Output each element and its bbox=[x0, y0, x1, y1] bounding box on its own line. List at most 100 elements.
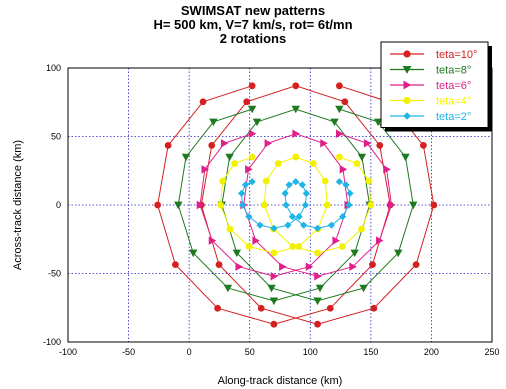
legend: teta=10° teta=8° teta=6° teta=4° teta=2° bbox=[380, 41, 492, 132]
data-point bbox=[243, 98, 251, 106]
data-point bbox=[359, 284, 368, 293]
data-point bbox=[412, 261, 420, 268]
data-point bbox=[154, 201, 162, 209]
data-point bbox=[245, 213, 253, 221]
data-point bbox=[256, 221, 264, 229]
data-point bbox=[357, 153, 367, 162]
y-tick-label: -100 bbox=[43, 337, 61, 347]
data-point bbox=[323, 201, 331, 209]
data-point bbox=[363, 139, 372, 148]
data-point bbox=[292, 129, 300, 138]
x-tick-label: 50 bbox=[245, 347, 255, 357]
data-point bbox=[288, 213, 297, 221]
data-point bbox=[219, 177, 227, 185]
data-point bbox=[269, 297, 279, 306]
data-point bbox=[332, 236, 340, 245]
y-axis-label: Across-track distance (km) bbox=[12, 140, 24, 270]
plot-frame bbox=[67, 67, 493, 343]
data-point bbox=[302, 189, 310, 197]
data-point bbox=[367, 201, 375, 209]
data-point bbox=[248, 153, 256, 161]
x-tick-label: 100 bbox=[303, 347, 318, 357]
data-point bbox=[314, 249, 321, 257]
legend-marker bbox=[402, 65, 412, 74]
chart-title-line-3: 2 rotations bbox=[219, 31, 287, 46]
data-point bbox=[314, 320, 321, 328]
data-point bbox=[238, 201, 247, 209]
data-point bbox=[326, 304, 334, 312]
data-point bbox=[248, 178, 256, 186]
legend-marker bbox=[403, 96, 411, 105]
data-point bbox=[298, 181, 307, 189]
data-point bbox=[335, 82, 343, 90]
data-point bbox=[237, 189, 246, 197]
data-point bbox=[226, 225, 234, 233]
series-5 bbox=[237, 178, 354, 232]
data-point bbox=[342, 181, 350, 189]
data-point bbox=[300, 221, 308, 229]
data-point bbox=[267, 284, 276, 293]
data-point bbox=[353, 160, 361, 167]
data-point bbox=[164, 142, 172, 149]
data-point bbox=[245, 243, 253, 250]
data-point bbox=[309, 160, 317, 167]
data-point bbox=[350, 249, 359, 258]
data-point bbox=[181, 153, 191, 162]
data-point bbox=[295, 213, 303, 221]
x-tick-label: 150 bbox=[363, 347, 378, 357]
data-point bbox=[196, 200, 205, 210]
data-point bbox=[189, 249, 198, 258]
data-point bbox=[305, 262, 314, 271]
data-point bbox=[260, 201, 268, 209]
data-point bbox=[430, 201, 438, 209]
data-point bbox=[349, 262, 357, 271]
chart-title-line-1: SWIMSAT new patterns bbox=[180, 3, 326, 18]
data-point bbox=[252, 118, 262, 127]
legend-item: teta=6° bbox=[390, 80, 471, 92]
legend-item: teta=2° bbox=[390, 111, 471, 123]
x-tick-label: 250 bbox=[484, 347, 499, 357]
legend-label: teta=6° bbox=[436, 80, 471, 92]
data-point bbox=[274, 160, 282, 167]
data-point bbox=[313, 224, 322, 232]
data-point bbox=[335, 178, 343, 186]
x-tick-label: -100 bbox=[59, 347, 77, 357]
data-point bbox=[270, 249, 278, 257]
legend-label: teta=4° bbox=[436, 96, 471, 108]
legend-label: teta=8° bbox=[436, 65, 471, 77]
data-point bbox=[285, 181, 293, 189]
data-point bbox=[279, 262, 287, 271]
data-point bbox=[335, 105, 344, 114]
data-point bbox=[284, 221, 292, 229]
data-point bbox=[365, 177, 373, 185]
data-point bbox=[376, 236, 384, 245]
data-point bbox=[338, 243, 346, 250]
data-point bbox=[270, 272, 279, 281]
data-point bbox=[358, 225, 365, 233]
data-point bbox=[419, 142, 427, 149]
series-3 bbox=[196, 129, 396, 281]
data-point bbox=[314, 272, 322, 281]
data-point bbox=[370, 304, 378, 312]
data-point bbox=[241, 181, 250, 189]
data-point bbox=[289, 243, 297, 250]
data-point bbox=[231, 160, 238, 167]
data-point bbox=[282, 201, 290, 209]
data-point bbox=[373, 118, 383, 127]
data-point bbox=[264, 139, 273, 148]
legend-label: teta=2° bbox=[436, 111, 471, 123]
data-point bbox=[339, 213, 347, 221]
data-point bbox=[409, 201, 418, 210]
data-point bbox=[401, 153, 410, 162]
x-tick-label: -50 bbox=[122, 347, 135, 357]
data-point bbox=[346, 189, 354, 197]
legend-marker bbox=[403, 50, 411, 58]
legend-item: teta=10° bbox=[390, 49, 477, 61]
data-point bbox=[335, 153, 343, 161]
data-point bbox=[295, 243, 303, 250]
data-point bbox=[245, 165, 253, 174]
data-point bbox=[232, 249, 242, 258]
y-tick-label: -50 bbox=[48, 269, 61, 279]
data-point bbox=[321, 177, 329, 185]
tick-labels: -100 -50 0 50 100 150 200 250 -100 -50 0 50 100 bbox=[43, 63, 500, 357]
